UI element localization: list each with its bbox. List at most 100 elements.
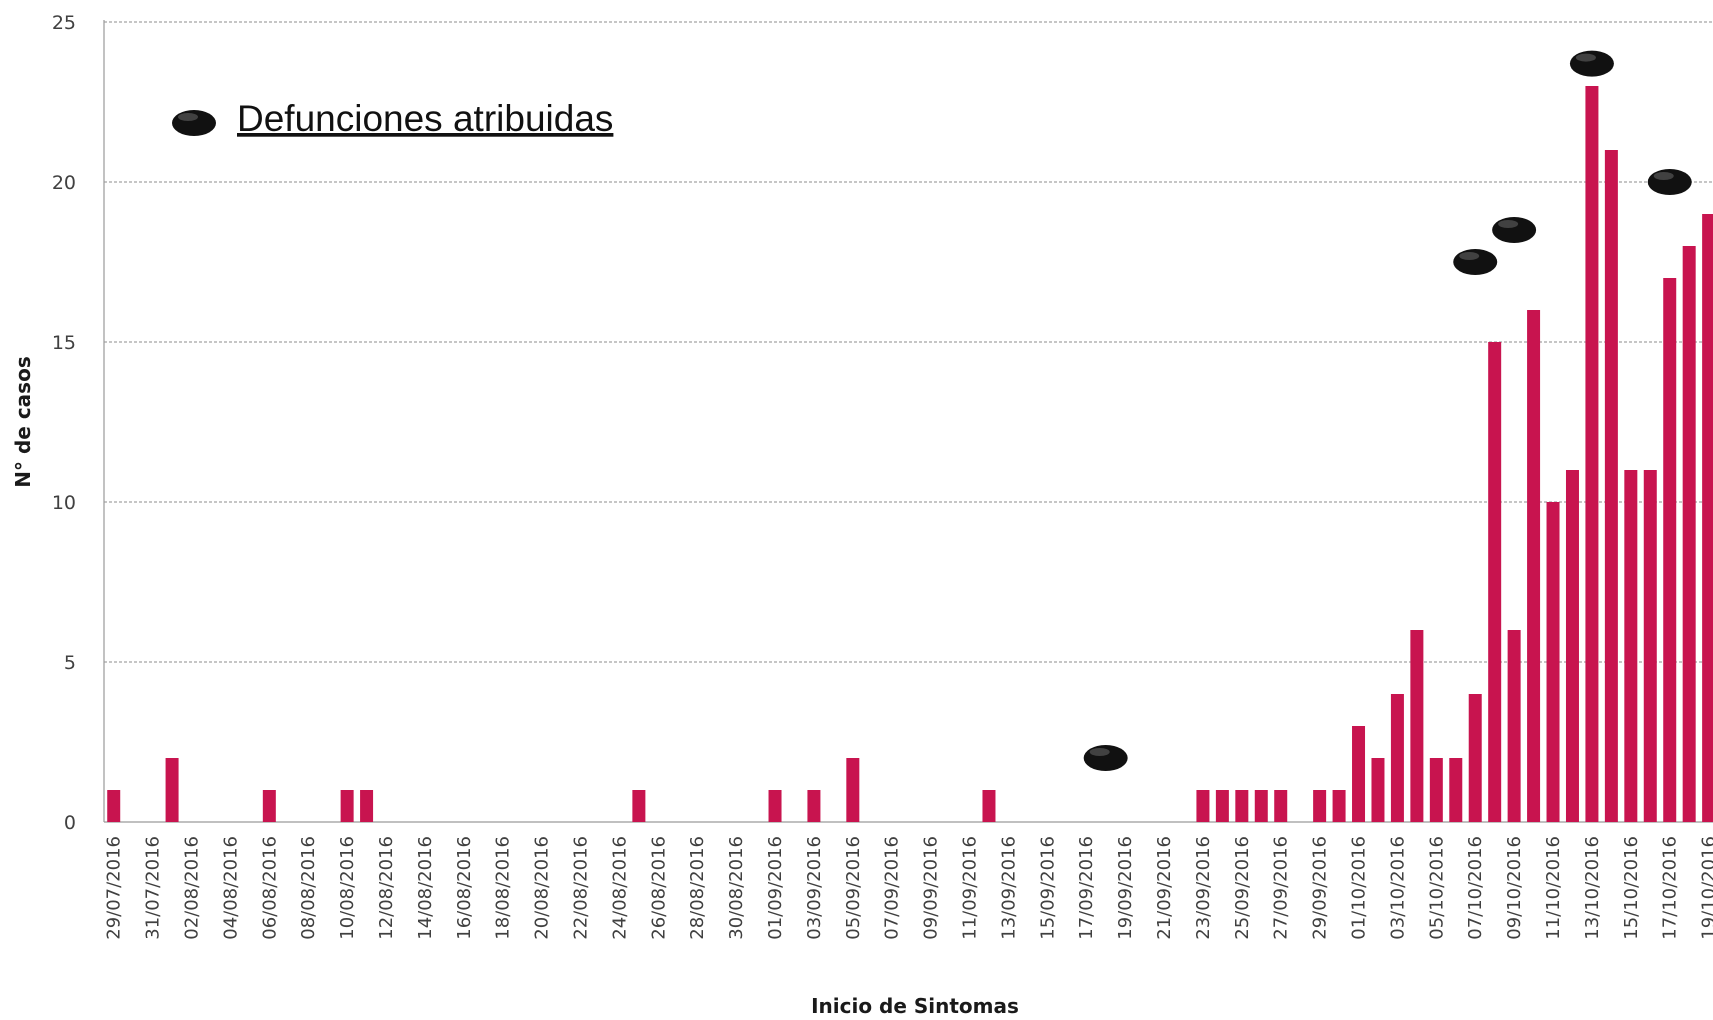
x-tick-label: 24/08/2016 — [609, 836, 630, 940]
x-tick-label: 18/08/2016 — [493, 836, 514, 940]
y-tick-label: 0 — [64, 812, 76, 834]
x-tick-label: 07/10/2016 — [1465, 836, 1486, 940]
x-tick-label: 13/10/2016 — [1582, 836, 1603, 940]
bar — [1410, 630, 1424, 822]
x-tick-label: 03/09/2016 — [804, 836, 825, 940]
bar — [1274, 790, 1288, 822]
x-tick-labels: 29/07/2016 31/07/2016 02/08/2016 04/08/2016… — [104, 836, 1713, 940]
x-tick-label: 19/09/2016 — [1115, 836, 1136, 940]
x-tick-label: 13/09/2016 — [998, 836, 1019, 940]
x-tick-label: 04/08/2016 — [220, 836, 241, 940]
bar — [1235, 790, 1249, 822]
x-tick-label: 28/08/2016 — [687, 836, 708, 940]
death-marker-highlight — [1498, 220, 1519, 228]
legend-label: Defunciones atribuidas — [237, 98, 613, 139]
x-tick-label: 20/08/2016 — [532, 836, 553, 940]
bars — [107, 86, 1713, 822]
x-tick-label: 09/10/2016 — [1504, 836, 1525, 940]
x-tick-label: 06/08/2016 — [259, 836, 280, 940]
y-tick-label: 15 — [52, 332, 76, 354]
bar — [1604, 150, 1618, 822]
bar — [982, 790, 996, 822]
y-tick-label: 10 — [52, 492, 76, 514]
x-tick-label: 15/10/2016 — [1621, 836, 1642, 940]
bar — [1371, 758, 1385, 822]
bar — [1390, 694, 1404, 822]
bar — [1215, 790, 1229, 822]
bar — [1624, 470, 1638, 822]
x-tick-label: 11/10/2016 — [1543, 836, 1564, 940]
x-tick-label: 25/09/2016 — [1232, 836, 1253, 940]
gridlines — [104, 21, 1713, 663]
bar — [1507, 630, 1521, 822]
bar — [1527, 310, 1541, 822]
bar — [165, 758, 179, 822]
x-tick-label: 17/09/2016 — [1076, 836, 1097, 940]
bar — [360, 790, 374, 822]
x-tick-label: 10/08/2016 — [337, 836, 358, 940]
y-tick-labels: 0 5 10 15 20 25 — [52, 12, 76, 834]
bar — [262, 790, 276, 822]
x-tick-label: 09/09/2016 — [921, 836, 942, 940]
bar — [1429, 758, 1443, 822]
x-tick-label: 26/08/2016 — [648, 836, 669, 940]
x-tick-label: 08/08/2016 — [298, 836, 319, 940]
x-tick-label: 07/09/2016 — [882, 836, 903, 940]
legend: Defunciones atribuidas — [172, 98, 613, 139]
bar — [846, 758, 860, 822]
bar — [107, 790, 121, 822]
y-axis-title: N° de casos — [11, 356, 35, 487]
bar — [768, 790, 782, 822]
bar — [1468, 694, 1482, 822]
x-tick-label: 14/08/2016 — [415, 836, 436, 940]
death-markers — [1083, 50, 1692, 771]
bar — [1254, 790, 1268, 822]
bar — [807, 790, 821, 822]
x-tick-label: 11/09/2016 — [960, 836, 981, 940]
x-axis-title: Inicio de Sintomas — [811, 994, 1019, 1018]
bar — [1352, 726, 1366, 822]
bar — [1449, 758, 1463, 822]
bar — [1643, 470, 1657, 822]
x-tick-label: 12/08/2016 — [376, 836, 397, 940]
x-tick-label: 05/10/2016 — [1426, 836, 1447, 940]
bar — [1682, 246, 1696, 822]
death-marker-highlight — [1653, 172, 1674, 180]
x-tick-label: 05/09/2016 — [843, 836, 864, 940]
y-tick-label: 20 — [52, 172, 76, 194]
bar — [1196, 790, 1210, 822]
death-marker-highlight — [1459, 252, 1480, 260]
y-tick-label: 5 — [64, 652, 76, 674]
bar — [1585, 86, 1599, 822]
x-tick-label: 01/09/2016 — [765, 836, 786, 940]
x-tick-label: 22/08/2016 — [571, 836, 592, 940]
x-tick-label: 02/08/2016 — [182, 836, 203, 940]
x-tick-label: 29/07/2016 — [104, 836, 125, 940]
death-marker-highlight — [1575, 53, 1596, 62]
x-tick-label: 27/09/2016 — [1271, 836, 1292, 940]
death-marker-highlight — [1089, 748, 1110, 756]
x-tick-label: 21/09/2016 — [1154, 836, 1175, 940]
x-tick-label: 31/07/2016 — [143, 836, 164, 940]
bar — [1313, 790, 1327, 822]
x-tick-label: 17/10/2016 — [1660, 836, 1681, 940]
bar — [1565, 470, 1579, 822]
x-tick-label: 03/10/2016 — [1387, 836, 1408, 940]
y-tick-label: 25 — [52, 12, 76, 34]
bar — [632, 790, 646, 822]
x-tick-label: 30/08/2016 — [726, 836, 747, 940]
bar — [1702, 214, 1713, 822]
x-tick-label: 19/10/2016 — [1699, 836, 1713, 940]
bar — [1488, 342, 1502, 822]
bar — [1663, 278, 1677, 822]
x-tick-label: 29/09/2016 — [1310, 836, 1331, 940]
bar — [1546, 502, 1560, 822]
x-tick-label: 23/09/2016 — [1193, 836, 1214, 940]
bar — [1332, 790, 1346, 822]
x-tick-label: 15/09/2016 — [1037, 836, 1058, 940]
bar — [340, 790, 354, 822]
x-tick-label: 16/08/2016 — [454, 836, 475, 940]
x-tick-label: 01/10/2016 — [1349, 836, 1370, 940]
legend-marker-highlight — [178, 113, 198, 121]
